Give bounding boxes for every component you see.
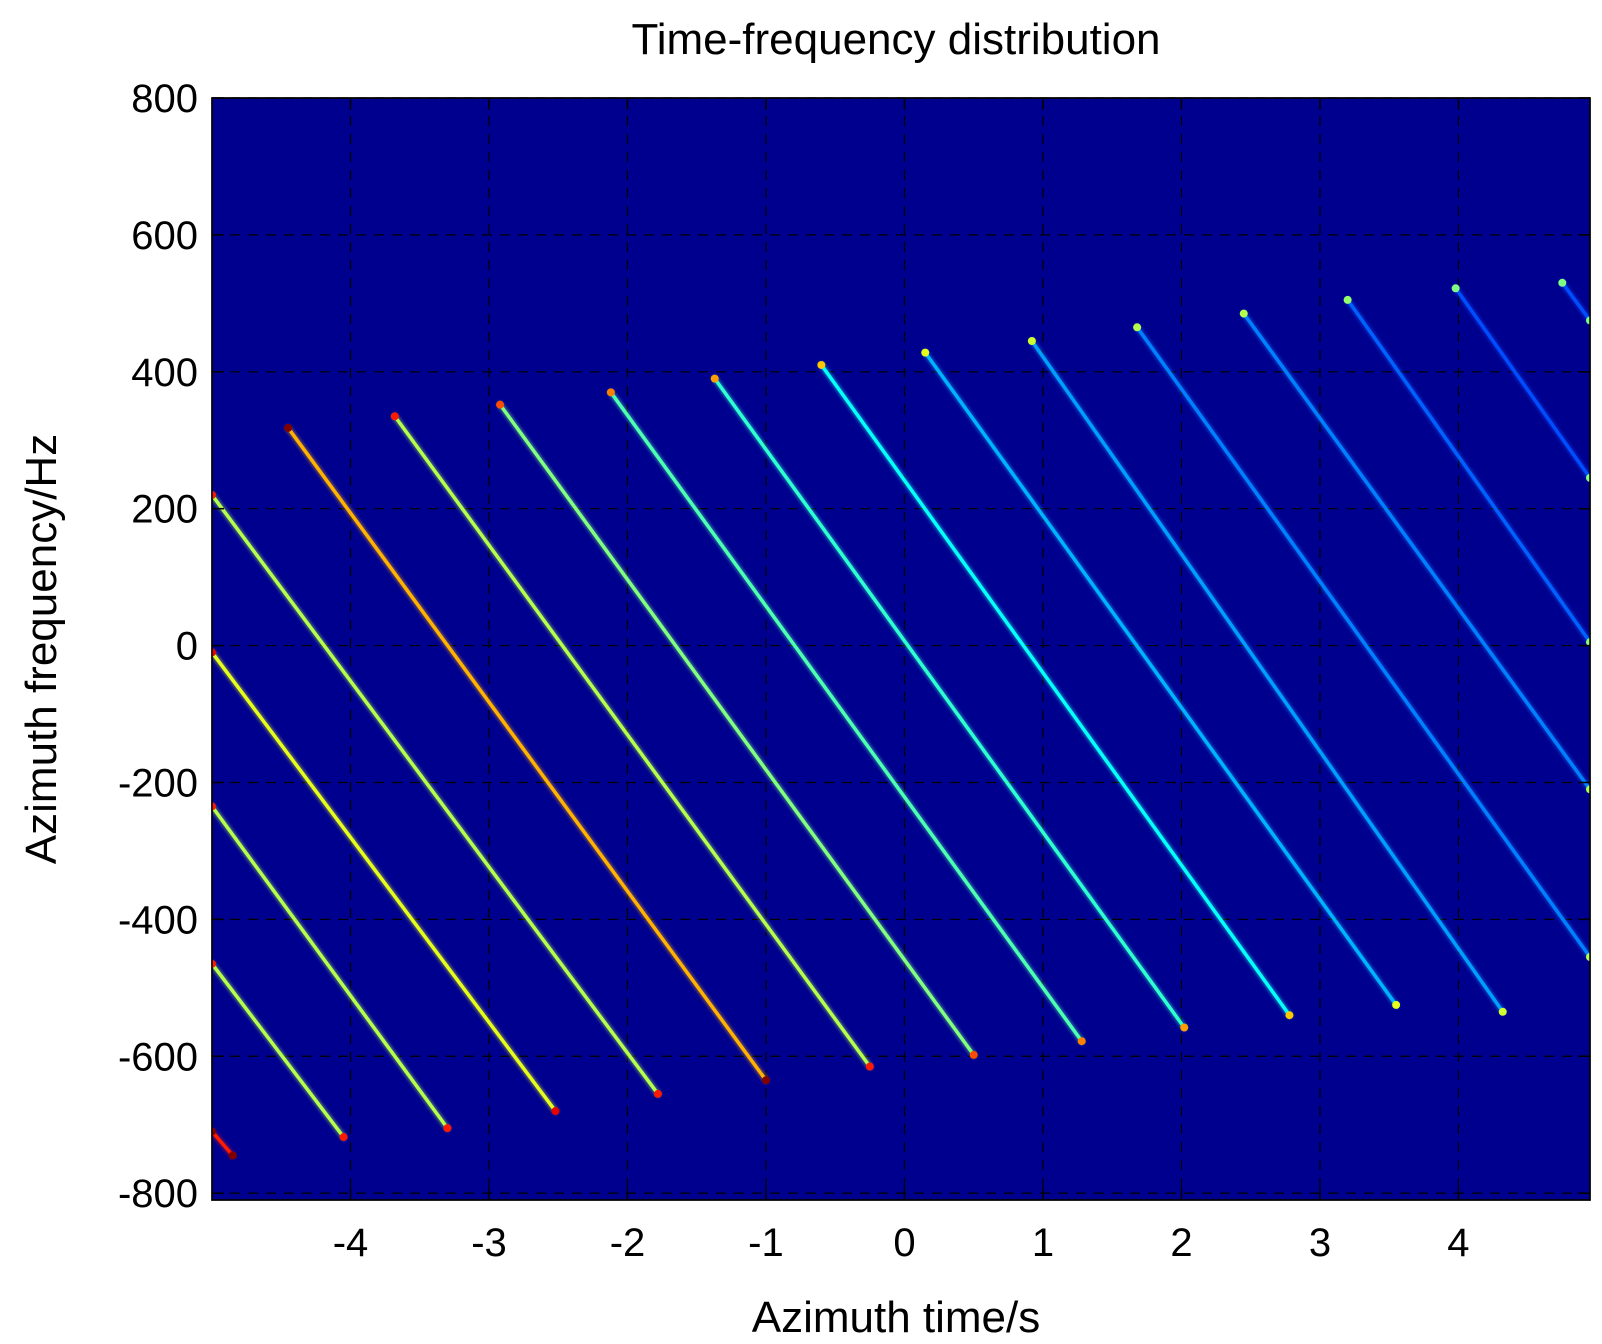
trace-end-point [969, 1050, 978, 1059]
plot-area [211, 97, 1591, 1201]
x-tick-label: -4 [333, 1221, 369, 1265]
x-tick-label: -2 [610, 1221, 646, 1265]
trace-start-point [284, 423, 293, 432]
trace-line [609, 390, 1084, 1043]
x-tick-label: 4 [1447, 1221, 1469, 1265]
trace-start-point [1558, 278, 1567, 287]
y-tick-label: -400 [118, 898, 198, 942]
trace-end-point [1180, 1023, 1189, 1032]
x-tick-label: -3 [471, 1221, 507, 1265]
y-tick-label: -200 [118, 761, 198, 805]
trace-8 [496, 400, 978, 1059]
trace-14 [1133, 323, 1590, 962]
y-tick-label: 0 [176, 625, 198, 669]
y-tick-label: 400 [131, 351, 198, 395]
trace-line [498, 402, 976, 1057]
trace-end-point [653, 1089, 662, 1098]
x-axis-ticks: -4 -3 -2 -1 0 1 2 3 4 [333, 98, 1470, 1265]
trace-end-point [1586, 473, 1590, 482]
trace-start-point [921, 348, 930, 357]
trace-16 [1343, 295, 1590, 647]
trace-end-point [228, 1151, 237, 1160]
trace-line [1135, 325, 1590, 959]
trace-5 [212, 490, 662, 1098]
trace-7 [390, 412, 874, 1071]
trace-end-point [761, 1076, 770, 1085]
trace-11 [817, 360, 1294, 1020]
trace-start-point [212, 490, 216, 499]
trace-line [1453, 286, 1590, 480]
trace-end-point [1586, 316, 1590, 325]
trace-end-point [551, 1107, 560, 1116]
trace-end-point [865, 1062, 874, 1071]
trace-end-point [1498, 1007, 1507, 1016]
x-tick-label: 0 [893, 1221, 915, 1265]
trace-line [212, 962, 346, 1139]
trace-start-point [817, 360, 826, 369]
trace-start-point [496, 400, 505, 409]
trace-end-point [1586, 638, 1590, 647]
x-tick-label: 1 [1032, 1221, 1054, 1265]
trace-2 [212, 959, 348, 1142]
trace-end-point [1586, 785, 1590, 794]
y-tick-label: 600 [131, 214, 198, 258]
trace-end-point [1392, 1000, 1401, 1009]
trace-1 [212, 1127, 237, 1160]
trace-line [212, 493, 660, 1096]
trace-line [923, 350, 1398, 1007]
trace-line [212, 1129, 235, 1158]
chart-title: Time-frequency distribution [631, 15, 1160, 64]
trace-start-point [212, 648, 216, 657]
x-axis-label: Azimuth time/s [752, 1293, 1041, 1342]
y-axis-label: Azimuth frequency/Hz [17, 434, 66, 864]
trace-start-point [212, 1127, 216, 1136]
trace-line [212, 804, 450, 1130]
trace-17 [1451, 284, 1590, 482]
trace-line [286, 426, 768, 1082]
trace-end-point [339, 1133, 348, 1142]
trace-line [1242, 311, 1590, 792]
trace-15 [1239, 309, 1590, 794]
trace-4 [212, 648, 560, 1116]
trace-3 [212, 802, 452, 1133]
trace-18 [1558, 278, 1590, 325]
plot-frame [211, 97, 1591, 1201]
x-tick-label: 3 [1309, 1221, 1331, 1265]
trace-end-point [443, 1124, 452, 1133]
trace-start-point [212, 959, 216, 968]
y-axis-ticks: -800 -600 -400 -200 0 200 400 600 800 [118, 77, 1590, 1216]
trace-10 [710, 374, 1189, 1032]
trace-9 [606, 388, 1086, 1046]
trace-line [1560, 281, 1590, 323]
x-tick-label: 2 [1170, 1221, 1192, 1265]
trace-start-point [606, 388, 615, 397]
trace-line [1345, 298, 1590, 644]
trace-6 [284, 423, 770, 1085]
trace-start-point [710, 374, 719, 383]
y-tick-label: 800 [131, 77, 198, 121]
trace-line [212, 650, 558, 1113]
time-frequency-traces [212, 278, 1590, 1160]
trace-start-point [1133, 323, 1142, 332]
trace-end-point [1285, 1011, 1294, 1020]
trace-start-point [390, 412, 399, 421]
trace-start-point [1239, 309, 1248, 318]
trace-line [1030, 339, 1505, 1014]
y-tick-label: 200 [131, 488, 198, 532]
trace-13 [1027, 336, 1507, 1016]
y-tick-label: -800 [118, 1172, 198, 1216]
trace-start-point [1451, 284, 1460, 293]
trace-end-point [1586, 953, 1590, 962]
trace-line [712, 376, 1186, 1030]
trace-line [819, 363, 1292, 1017]
trace-end-point [1077, 1037, 1086, 1046]
trace-line [393, 414, 872, 1069]
y-tick-label: -600 [118, 1035, 198, 1079]
trace-start-point [1343, 295, 1352, 304]
x-tick-label: -1 [748, 1221, 784, 1265]
trace-start-point [212, 802, 216, 811]
trace-12 [921, 348, 1401, 1009]
trace-start-point [1027, 336, 1036, 345]
